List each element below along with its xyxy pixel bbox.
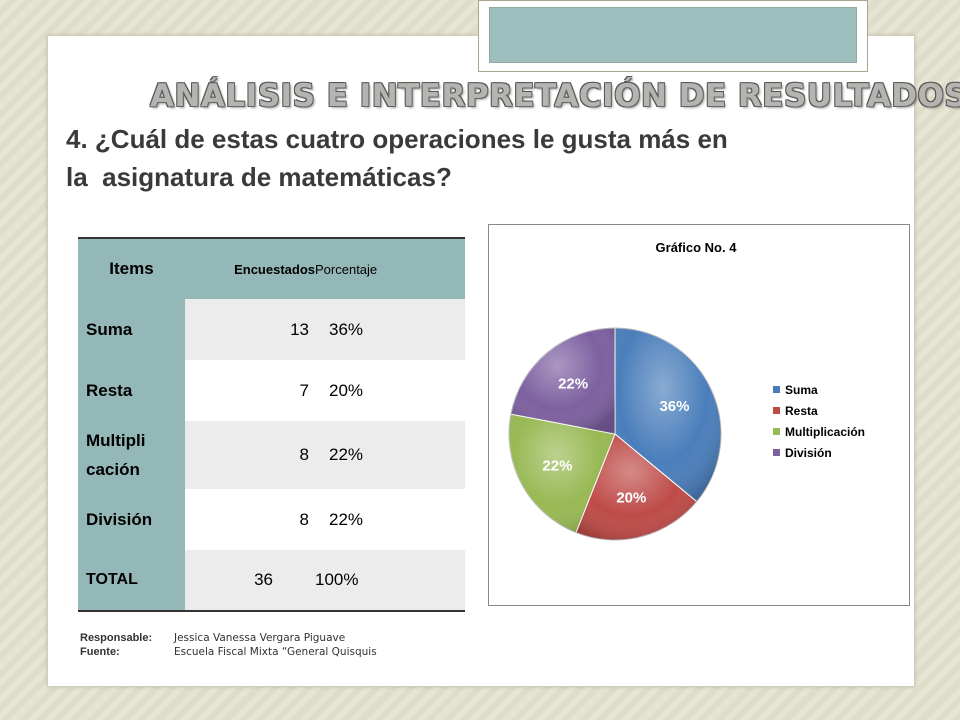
row-item-line-2: cación bbox=[86, 460, 140, 479]
fuente-label: Fuente: bbox=[80, 646, 120, 658]
header-porcentaje: Porcentaje bbox=[315, 238, 465, 299]
chart-title: Gráfico No. 4 bbox=[656, 240, 738, 255]
pie-data-label: 36% bbox=[659, 398, 689, 415]
row-porcentaje: 36% bbox=[315, 299, 465, 360]
responsable-value: Jessica Vanessa Vergara Piguave bbox=[174, 632, 346, 644]
row-encuestados: 8 bbox=[185, 489, 315, 550]
legend-swatch-resta bbox=[773, 407, 780, 414]
legend-label-division: División bbox=[785, 446, 832, 460]
credits: Responsable: Jessica Vanessa Vergara Pigu… bbox=[80, 631, 377, 659]
total-item: TOTAL bbox=[78, 550, 185, 611]
row-porcentaje: 22% bbox=[315, 489, 465, 550]
pie-chart-svg: Gráfico No. 4 36% 20% 22% 22% Suma Resta Mult… bbox=[508, 240, 865, 541]
row-item: Suma bbox=[78, 299, 185, 360]
pie-slice-shading bbox=[510, 328, 615, 434]
table-header-row: Items Encuestados Porcentaje bbox=[78, 238, 465, 299]
table-row: División 8 22% bbox=[78, 489, 465, 550]
question-text: 4. ¿Cuál de estas cuatro operaciones le … bbox=[66, 120, 916, 196]
legend-label-suma: Suma bbox=[785, 383, 818, 397]
pie-rim bbox=[508, 327, 722, 541]
slide-title: ANÁLISIS E INTERPRETACIÓN DE RESULTADOS bbox=[150, 78, 960, 114]
pie-data-labels: 36% 20% 22% 22% bbox=[542, 375, 689, 506]
pie-slice-shading bbox=[509, 414, 615, 533]
credit-fuente: Fuente: Escuela Fiscal Mixta “General Qui… bbox=[80, 645, 377, 659]
pie-slice-shading bbox=[615, 328, 721, 502]
table-row: Multipli cación 8 22% bbox=[78, 421, 465, 489]
decorative-frame-fill bbox=[489, 7, 857, 63]
row-porcentaje: 22% bbox=[315, 421, 465, 489]
pie-chart: Gráfico No. 4 36% 20% 22% 22% Suma Resta Mult… bbox=[488, 224, 910, 606]
legend-label-multiplicacion: Multiplicación bbox=[785, 425, 865, 439]
question-line-2: la asignatura de matemáticas? bbox=[66, 162, 452, 192]
credit-responsable: Responsable: Jessica Vanessa Vergara Pigu… bbox=[80, 631, 377, 645]
row-porcentaje: 20% bbox=[315, 360, 465, 421]
legend-swatch-division bbox=[773, 449, 780, 456]
total-porcentaje: 100% bbox=[315, 550, 465, 611]
pie-slices bbox=[508, 327, 722, 541]
table-total-row: TOTAL 36 100% bbox=[78, 550, 465, 611]
table-row: Resta 7 20% bbox=[78, 360, 465, 421]
total-encuestados: 36 bbox=[185, 550, 315, 611]
legend-swatch-multiplicacion bbox=[773, 428, 780, 435]
header-encuestados: Encuestados bbox=[185, 238, 315, 299]
responsable-label: Responsable: bbox=[80, 632, 153, 644]
pie-data-label: 22% bbox=[558, 375, 588, 392]
row-item-line-1: Multipli bbox=[86, 431, 146, 450]
row-encuestados: 7 bbox=[185, 360, 315, 421]
pie-data-label: 20% bbox=[616, 490, 646, 507]
results-table: Items Encuestados Porcentaje Suma 13 36%… bbox=[78, 237, 465, 612]
row-item: Multipli cación bbox=[78, 421, 185, 489]
decorative-frame bbox=[478, 0, 868, 72]
legend-label-resta: Resta bbox=[785, 404, 818, 418]
question-line-1: 4. ¿Cuál de estas cuatro operaciones le … bbox=[66, 124, 728, 154]
table-row: Suma 13 36% bbox=[78, 299, 465, 360]
pie-slice-shading bbox=[575, 434, 697, 540]
row-encuestados: 13 bbox=[185, 299, 315, 360]
row-item: División bbox=[78, 489, 185, 550]
chart-legend: Suma Resta Multiplicación División bbox=[773, 383, 865, 460]
header-items: Items bbox=[78, 238, 185, 299]
fuente-value: Escuela Fiscal Mixta “General Quisquis bbox=[174, 646, 377, 658]
row-encuestados: 8 bbox=[185, 421, 315, 489]
row-item: Resta bbox=[78, 360, 185, 421]
pie-data-label: 22% bbox=[542, 458, 572, 475]
legend-swatch-suma bbox=[773, 386, 780, 393]
